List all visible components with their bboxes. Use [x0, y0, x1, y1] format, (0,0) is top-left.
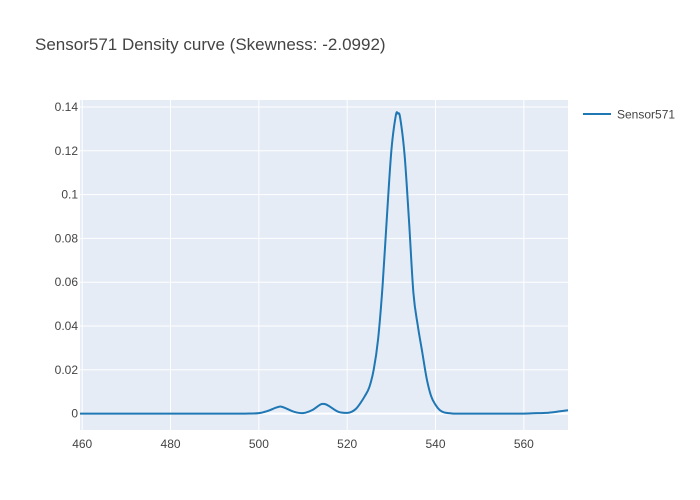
y-tick-label: 0.1 — [61, 188, 78, 202]
x-gridlines — [81, 100, 525, 430]
chart-title: Sensor571 Density curve (Skewness: -2.09… — [35, 35, 386, 54]
plot-area — [80, 100, 568, 430]
legend[interactable]: Sensor571 — [583, 108, 675, 122]
y-tick-label: 0.08 — [55, 231, 79, 245]
x-tick-label: 560 — [514, 437, 534, 451]
legend-item-sensor571[interactable]: Sensor571 — [617, 108, 675, 122]
y-tick-label: 0.14 — [55, 100, 79, 114]
x-tick-label: 460 — [72, 437, 92, 451]
x-tick-label: 500 — [249, 437, 269, 451]
series-line-sensor571[interactable] — [80, 111, 569, 415]
y-tick-label: 0.04 — [55, 319, 79, 333]
y-axis: 0 0.02 0.04 0.06 0.08 0.1 0.12 0.14 — [55, 100, 79, 421]
y-tick-label: 0.12 — [55, 144, 79, 158]
x-tick-label: 520 — [337, 437, 357, 451]
x-axis: 460 480 500 520 540 560 — [72, 437, 534, 451]
y-tick-label: 0.02 — [55, 363, 79, 377]
y-tick-label: 0.06 — [55, 275, 79, 289]
y-tick-label: 0 — [71, 407, 78, 421]
x-tick-label: 540 — [425, 437, 445, 451]
series-layer — [80, 111, 569, 415]
x-tick-label: 480 — [161, 437, 181, 451]
